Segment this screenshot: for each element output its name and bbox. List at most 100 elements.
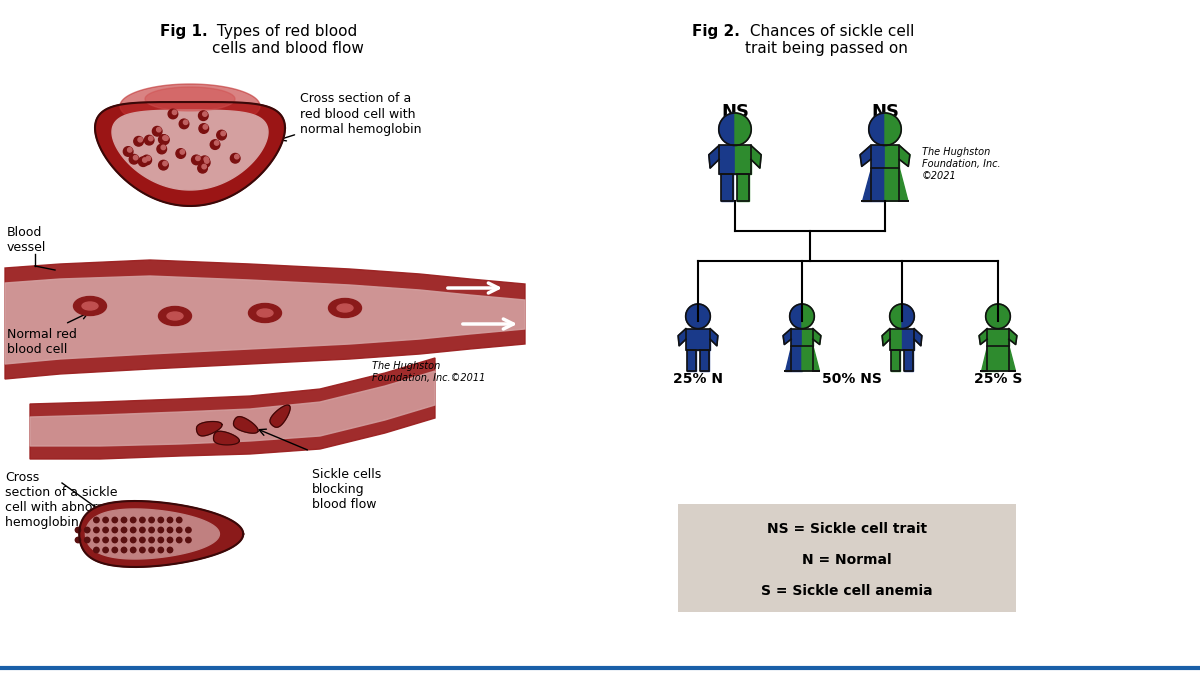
Text: Fig 1.: Fig 1. <box>160 24 208 39</box>
Polygon shape <box>784 329 791 345</box>
Circle shape <box>210 140 220 149</box>
Circle shape <box>130 154 139 164</box>
Circle shape <box>152 126 162 136</box>
Polygon shape <box>914 329 922 346</box>
Polygon shape <box>95 102 284 206</box>
Polygon shape <box>710 329 718 346</box>
Text: 50% NS: 50% NS <box>822 372 882 386</box>
Polygon shape <box>234 416 258 433</box>
Polygon shape <box>862 168 886 201</box>
Circle shape <box>186 527 191 533</box>
Polygon shape <box>686 329 698 350</box>
Polygon shape <box>869 113 886 145</box>
Polygon shape <box>685 304 698 329</box>
Polygon shape <box>120 84 260 128</box>
Circle shape <box>215 141 218 145</box>
Circle shape <box>167 537 173 543</box>
Circle shape <box>167 517 173 523</box>
Circle shape <box>112 527 118 533</box>
Circle shape <box>167 527 173 533</box>
Text: S = Sickle cell anemia: S = Sickle cell anemia <box>761 584 932 598</box>
Text: The Hughston
Foundation, Inc.
©2021: The Hughston Foundation, Inc. ©2021 <box>922 147 1001 180</box>
Circle shape <box>112 537 118 543</box>
Circle shape <box>131 537 136 543</box>
Text: Types of red blood
cells and blood flow: Types of red blood cells and blood flow <box>212 24 364 56</box>
Polygon shape <box>1009 329 1016 345</box>
Polygon shape <box>886 113 901 145</box>
Circle shape <box>144 135 154 145</box>
Circle shape <box>131 517 136 523</box>
Text: Chances of sickle cell
trait being passed on: Chances of sickle cell trait being passe… <box>745 24 914 56</box>
Circle shape <box>157 144 167 154</box>
Circle shape <box>112 517 118 523</box>
Polygon shape <box>700 350 709 371</box>
Polygon shape <box>721 174 733 201</box>
Polygon shape <box>886 145 899 168</box>
Polygon shape <box>902 304 914 329</box>
Circle shape <box>180 149 185 154</box>
Text: Fig 2.: Fig 2. <box>692 24 740 39</box>
Text: NS = Sickle cell trait: NS = Sickle cell trait <box>767 522 928 536</box>
Circle shape <box>121 517 127 523</box>
Polygon shape <box>719 113 734 145</box>
Text: NS: NS <box>871 103 899 121</box>
Circle shape <box>158 160 168 170</box>
Circle shape <box>138 157 148 166</box>
Circle shape <box>221 131 226 136</box>
Circle shape <box>203 112 208 116</box>
Circle shape <box>121 527 127 533</box>
Circle shape <box>199 124 209 133</box>
Polygon shape <box>791 329 802 346</box>
Polygon shape <box>889 304 902 329</box>
Circle shape <box>149 137 152 141</box>
Circle shape <box>158 548 163 553</box>
Circle shape <box>200 156 210 166</box>
Polygon shape <box>890 329 902 350</box>
Polygon shape <box>5 276 526 364</box>
Polygon shape <box>5 260 526 379</box>
Polygon shape <box>998 329 1009 346</box>
Polygon shape <box>30 358 434 459</box>
Polygon shape <box>734 113 751 145</box>
Circle shape <box>76 527 80 533</box>
Circle shape <box>156 128 161 132</box>
Ellipse shape <box>73 297 107 316</box>
Text: NS: NS <box>721 103 749 121</box>
Circle shape <box>138 137 143 142</box>
Circle shape <box>158 527 163 533</box>
Polygon shape <box>214 431 239 445</box>
Circle shape <box>94 537 100 543</box>
Circle shape <box>84 537 90 543</box>
Circle shape <box>198 164 208 173</box>
Polygon shape <box>892 350 900 371</box>
Polygon shape <box>112 110 268 190</box>
Circle shape <box>127 147 132 152</box>
Polygon shape <box>985 304 998 329</box>
Circle shape <box>158 135 168 144</box>
Circle shape <box>149 527 155 533</box>
Text: Sickle cells
blocking
blood flow: Sickle cells blocking blood flow <box>312 468 382 511</box>
Text: Cross section of a
red blood cell with
normal hemoglobin: Cross section of a red blood cell with n… <box>280 93 421 141</box>
Polygon shape <box>85 509 220 559</box>
Circle shape <box>176 537 182 543</box>
Polygon shape <box>734 145 751 174</box>
Circle shape <box>103 527 108 533</box>
Circle shape <box>173 110 176 114</box>
Circle shape <box>176 517 182 523</box>
Circle shape <box>103 537 108 543</box>
Text: Blood
vessel: Blood vessel <box>7 226 47 254</box>
Ellipse shape <box>337 304 353 312</box>
Polygon shape <box>678 329 686 346</box>
Circle shape <box>179 119 188 128</box>
Ellipse shape <box>329 299 361 318</box>
Circle shape <box>235 154 239 159</box>
Circle shape <box>142 155 151 165</box>
Circle shape <box>139 517 145 523</box>
Circle shape <box>139 537 145 543</box>
Polygon shape <box>988 329 998 346</box>
Polygon shape <box>812 329 821 345</box>
Circle shape <box>184 120 188 124</box>
Circle shape <box>94 517 100 523</box>
Circle shape <box>133 137 143 146</box>
Polygon shape <box>270 405 290 427</box>
